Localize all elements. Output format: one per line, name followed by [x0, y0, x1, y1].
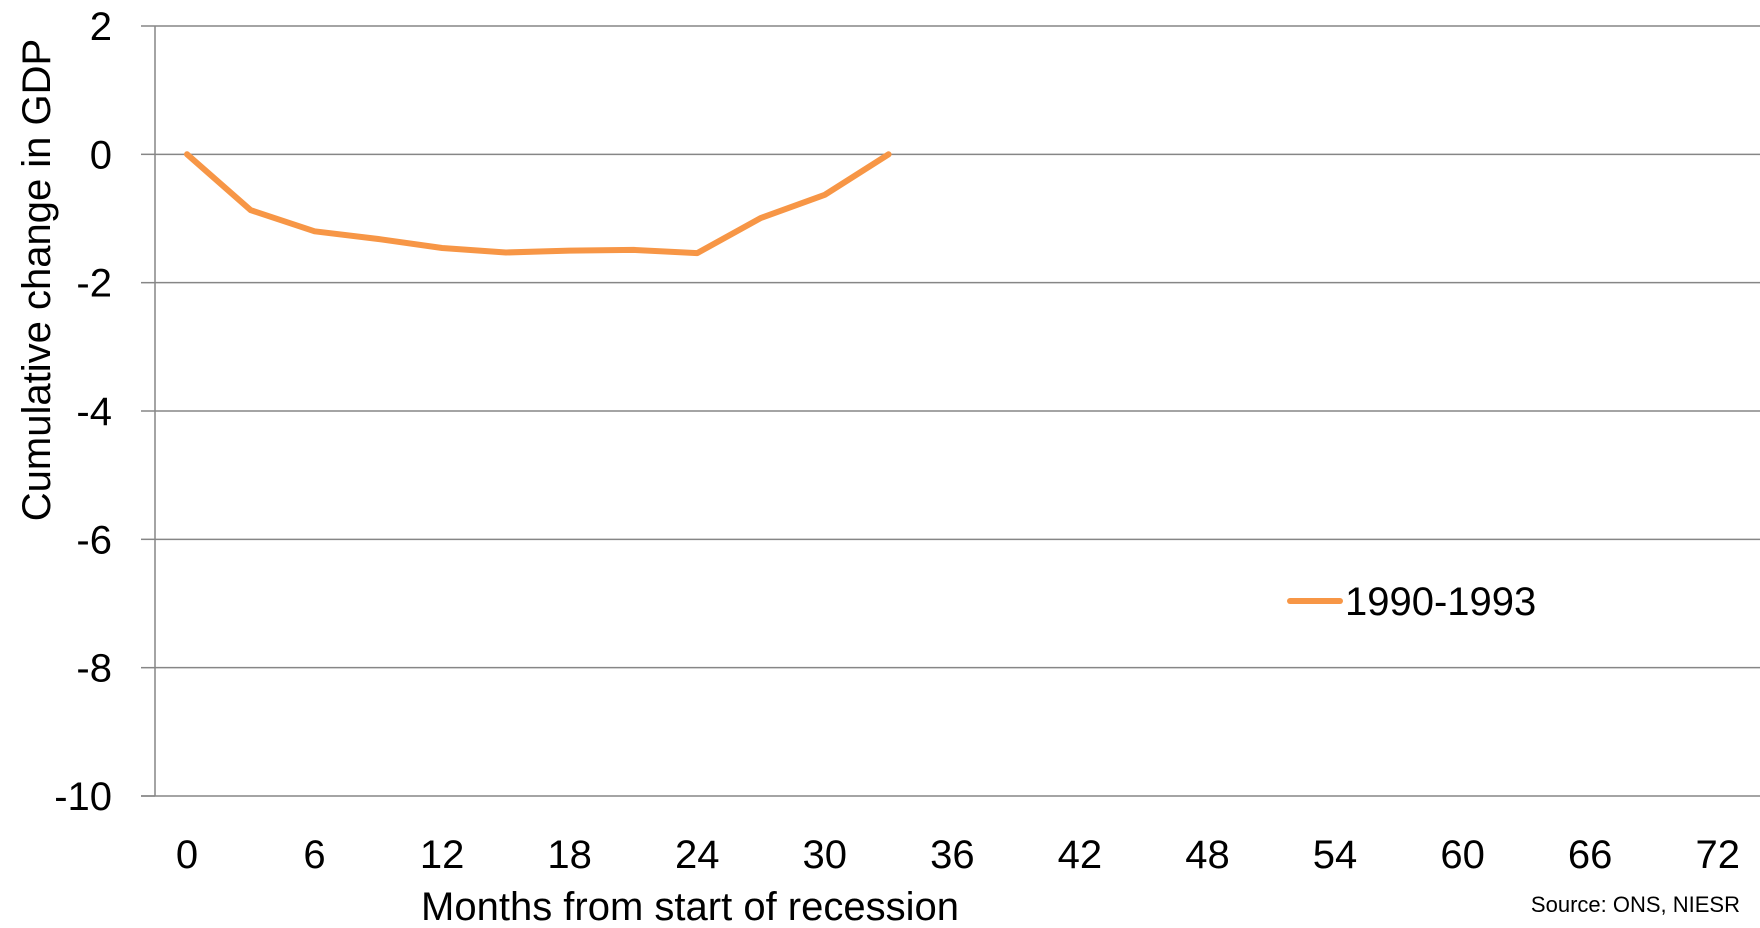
x-axis-title: Months from start of recession	[421, 885, 959, 928]
x-tick-label: 54	[1313, 833, 1358, 877]
y-tick-label: -2	[76, 262, 112, 306]
y-tick-labels: 2 0 -2 -4 -6 -8 -10	[54, 5, 112, 819]
gridlines	[155, 25, 1760, 669]
x-tick-label: 36	[930, 833, 975, 877]
y-tick-label: -10	[54, 775, 112, 819]
y-tick-label: -6	[76, 518, 112, 562]
x-tick-label: 0	[176, 833, 198, 877]
y-tick-label: -4	[76, 390, 112, 434]
y-tick-label: -8	[76, 647, 112, 691]
series-line	[184, 151, 892, 257]
x-tick-label: 72	[1695, 833, 1740, 877]
legend: 1990-1993	[1287, 580, 1536, 624]
y-tick-label: 2	[90, 5, 112, 49]
y-axis-title: Cumulative change in GDP	[15, 39, 59, 521]
legend-label: 1990-1993	[1345, 580, 1536, 624]
x-tick-label: 6	[303, 833, 325, 877]
source-note: Source: ONS, NIESR	[1531, 892, 1740, 917]
x-tick-label: 18	[547, 833, 592, 877]
axes	[141, 25, 1760, 797]
y-tick-label: 0	[90, 133, 112, 177]
x-tick-label: 60	[1440, 833, 1485, 877]
x-tick-label: 66	[1568, 833, 1613, 877]
x-tick-label: 24	[675, 833, 720, 877]
x-tick-labels: 0 6 12 18 24 30 36 42 48 54 60 66 72	[176, 833, 1740, 877]
x-tick-label: 12	[420, 833, 465, 877]
series-lines	[184, 151, 892, 257]
x-tick-label: 42	[1058, 833, 1103, 877]
x-tick-label: 30	[803, 833, 848, 877]
x-tick-label: 48	[1185, 833, 1230, 877]
